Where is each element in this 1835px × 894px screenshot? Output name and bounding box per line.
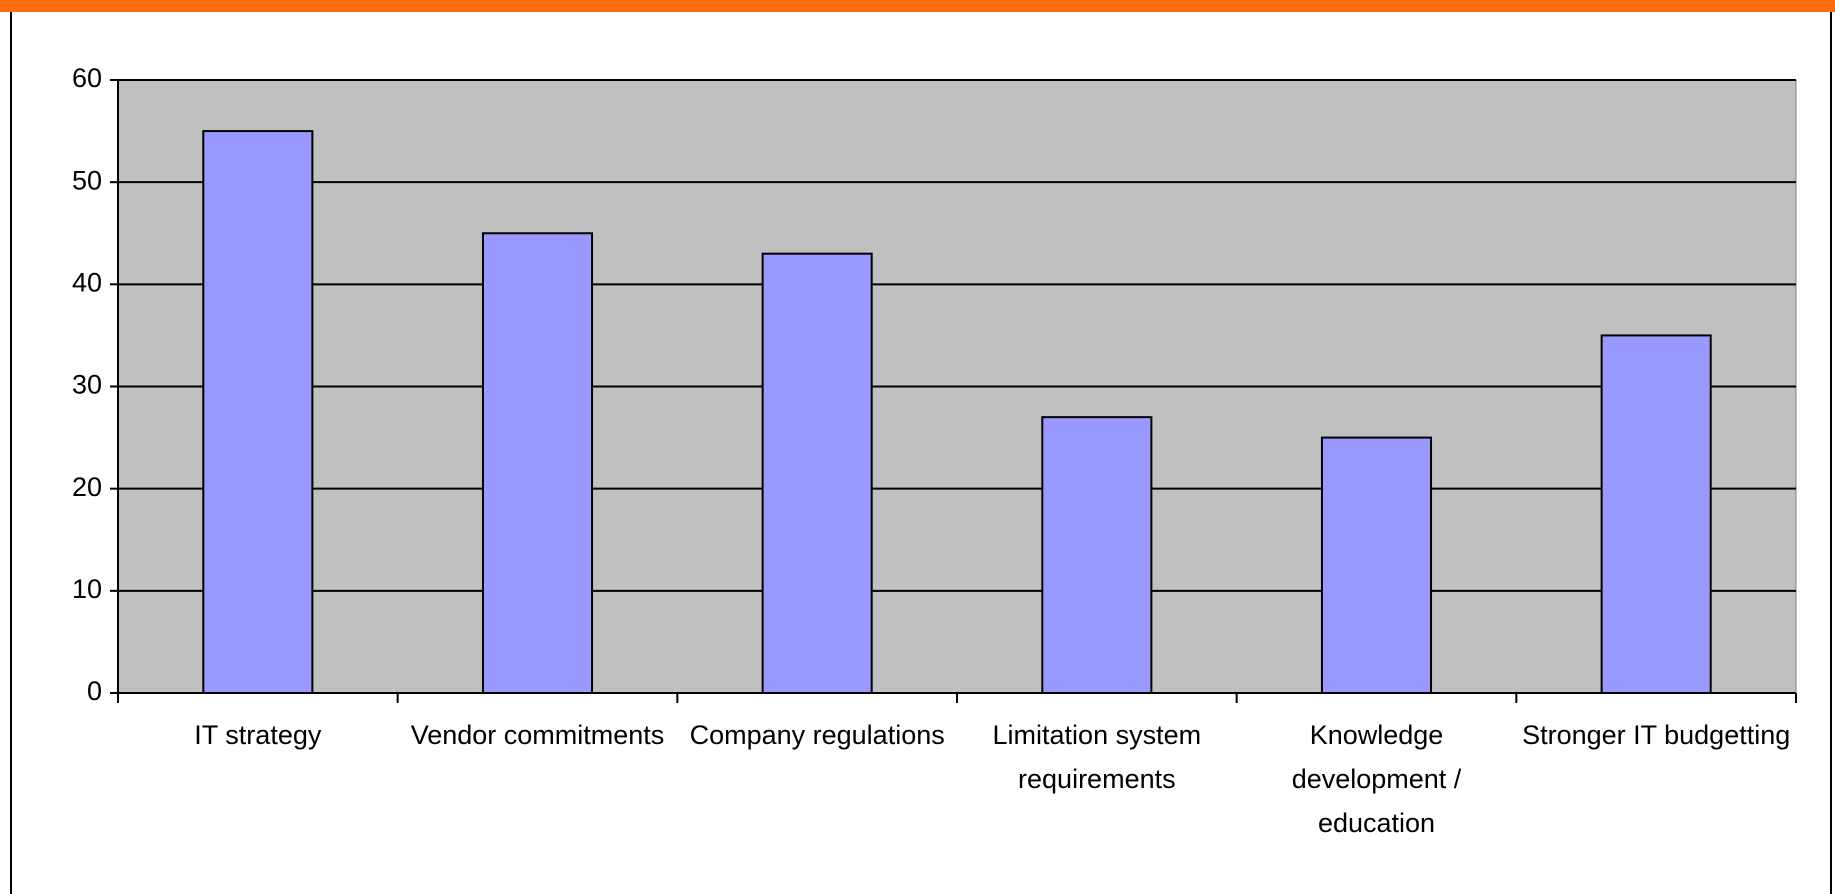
y-tick-label: 30 [72, 370, 102, 400]
bar [481, 232, 594, 694]
x-tick-label: Stronger IT budgetting [1522, 720, 1791, 750]
x-tick-label: Limitation system requirements [992, 720, 1202, 794]
y-tick-label: 40 [72, 267, 102, 297]
chart-frame [10, 12, 1832, 894]
x-tick-label: Company regulations [689, 720, 945, 750]
y-tick-label: 60 [72, 63, 102, 93]
bar [1041, 416, 1153, 694]
bar [761, 252, 873, 695]
header-bar [0, 0, 1835, 12]
bar [202, 130, 314, 695]
y-tick-label: 20 [72, 472, 102, 502]
y-tick-label: 50 [72, 165, 102, 195]
x-tick-label: Vendor commitments [410, 720, 665, 750]
x-tick-label: Knowledge development / education [1291, 720, 1462, 838]
y-tick-label: 10 [72, 574, 102, 604]
bar [1320, 436, 1433, 695]
x-tick-label: IT strategy [194, 720, 322, 750]
bar [1600, 334, 1712, 694]
y-tick-label: 0 [87, 676, 102, 706]
